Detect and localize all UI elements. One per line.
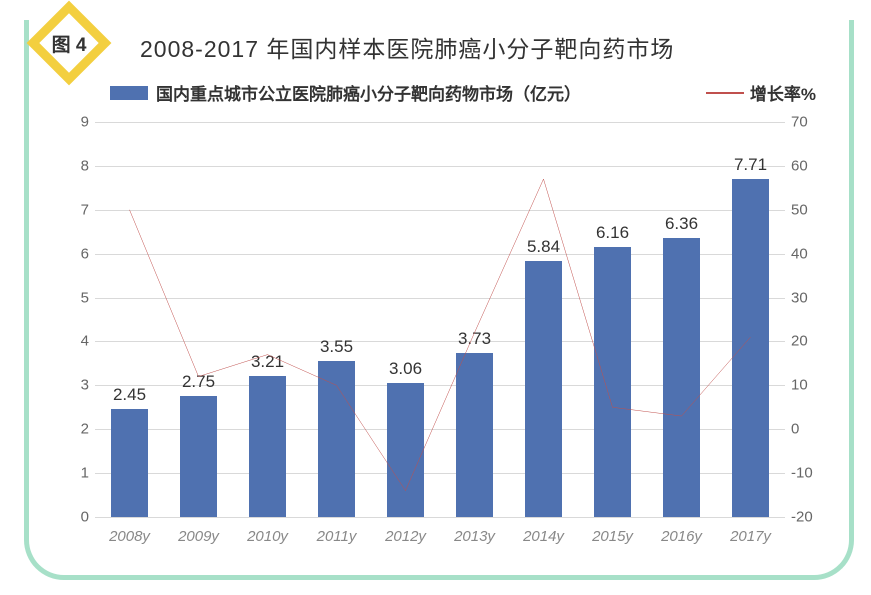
x-tick-label: 2015y <box>592 528 633 545</box>
y-right-tick: 10 <box>791 377 823 394</box>
y-right-tick: 0 <box>791 421 823 438</box>
y-right-tick: 60 <box>791 157 823 174</box>
y-left-tick: 8 <box>63 157 89 174</box>
x-tick-label: 2017y <box>730 528 771 545</box>
y-left-tick: 2 <box>63 421 89 438</box>
y-right-tick: -10 <box>791 465 823 482</box>
gridline <box>95 517 785 518</box>
y-left-tick: 5 <box>63 289 89 306</box>
legend-bar-label: 国内重点城市公立医院肺癌小分子靶向药物市场（亿元） <box>156 80 581 105</box>
y-left-tick: 4 <box>63 333 89 350</box>
legend: 国内重点城市公立医院肺癌小分子靶向药物市场（亿元） 增长率% <box>110 80 816 105</box>
y-right-tick: -20 <box>791 509 823 526</box>
legend-bar: 国内重点城市公立医院肺癌小分子靶向药物市场（亿元） <box>110 80 581 105</box>
y-right-tick: 30 <box>791 289 823 306</box>
badge-label: 图 4 <box>28 2 110 84</box>
legend-line-label: 增长率% <box>750 80 816 105</box>
growth-line <box>95 122 785 517</box>
legend-bar-swatch <box>110 86 148 100</box>
chart-area: 0123456789-20-100102030405060702.452008y… <box>55 112 825 557</box>
y-left-tick: 9 <box>63 114 89 131</box>
x-tick-label: 2010y <box>247 528 288 545</box>
x-tick-label: 2012y <box>385 528 426 545</box>
figure-badge: 图 4 <box>28 2 110 84</box>
y-right-tick: 70 <box>791 114 823 131</box>
x-tick-label: 2016y <box>661 528 702 545</box>
y-left-tick: 3 <box>63 377 89 394</box>
y-left-tick: 0 <box>63 509 89 526</box>
y-right-tick: 40 <box>791 245 823 262</box>
x-tick-label: 2011y <box>317 528 357 545</box>
x-tick-label: 2014y <box>523 528 564 545</box>
y-right-tick: 50 <box>791 201 823 218</box>
y-left-tick: 6 <box>63 245 89 262</box>
x-tick-label: 2008y <box>109 528 150 545</box>
y-right-tick: 20 <box>791 333 823 350</box>
legend-line-swatch <box>706 92 744 94</box>
plot-area: 0123456789-20-100102030405060702.452008y… <box>95 122 785 517</box>
y-left-tick: 1 <box>63 465 89 482</box>
y-left-tick: 7 <box>63 201 89 218</box>
chart-title: 2008-2017 年国内样本医院肺癌小分子靶向药市场 <box>140 30 674 64</box>
legend-line: 增长率% <box>706 80 816 105</box>
x-tick-label: 2013y <box>454 528 495 545</box>
x-tick-label: 2009y <box>178 528 219 545</box>
